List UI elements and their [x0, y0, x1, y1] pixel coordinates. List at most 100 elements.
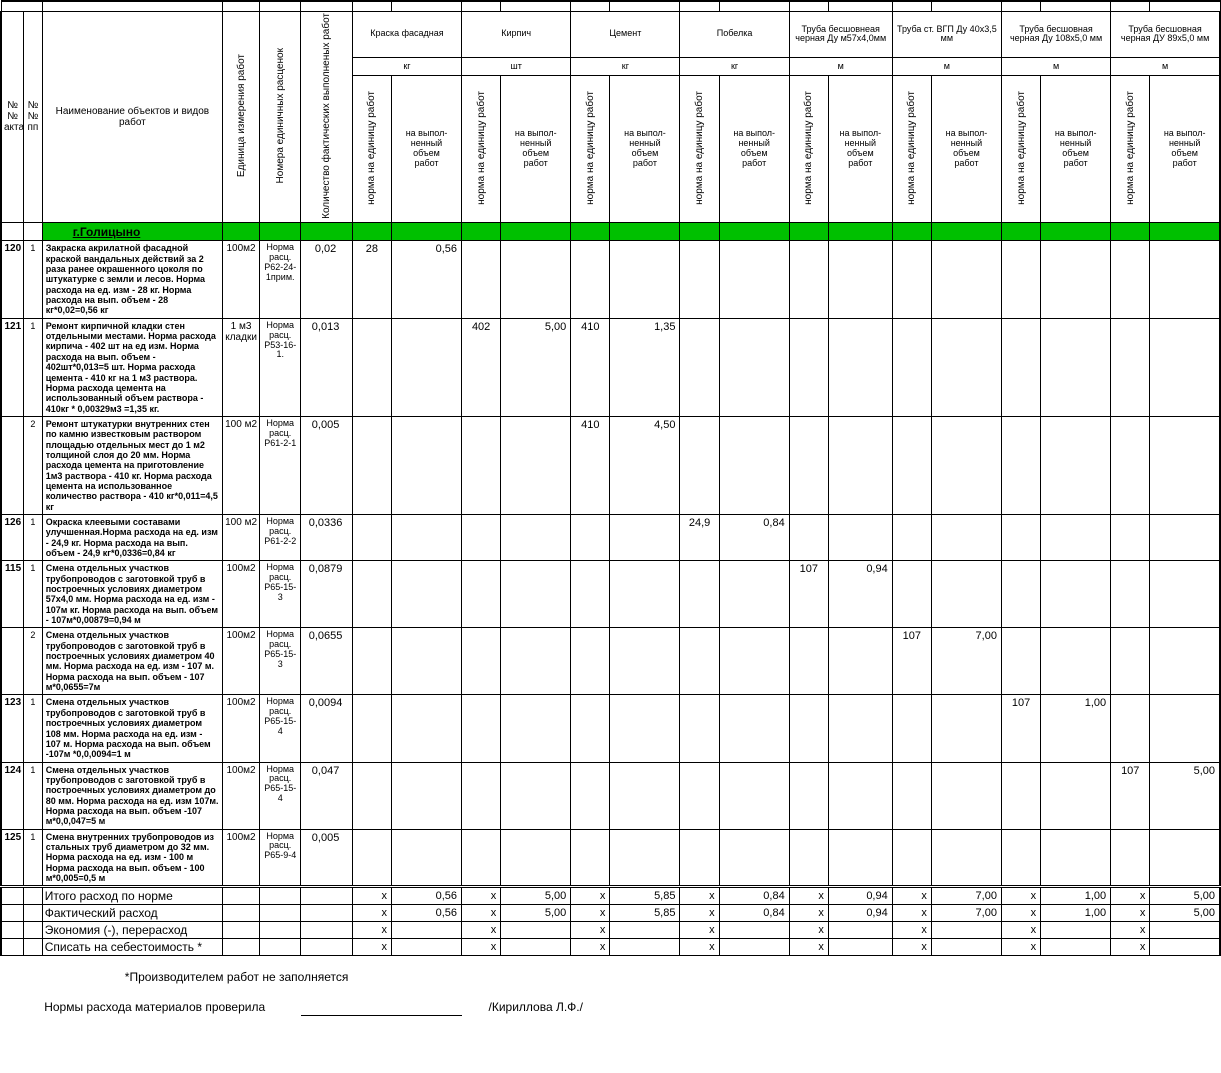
cell-val: 24,9 — [680, 514, 719, 560]
cell-val — [571, 628, 610, 695]
cell-val — [391, 416, 461, 514]
cell-val — [931, 561, 1001, 628]
cell-val — [892, 514, 931, 560]
cell-val — [931, 514, 1001, 560]
cell-val — [571, 762, 610, 829]
header-sub-vol: на выпол-ненныйобъемработ — [1150, 75, 1220, 223]
cell-val — [789, 318, 828, 416]
header-sub-vol: на выпол-ненныйобъемработ — [828, 75, 892, 223]
cell-val — [610, 241, 680, 318]
header-akt: № № акта — [1, 11, 24, 223]
cell-val — [1041, 318, 1111, 416]
cell-val — [1150, 416, 1220, 514]
summary-val: 0,94 — [828, 887, 892, 905]
summary-val: х — [462, 905, 501, 922]
cell-val — [680, 241, 719, 318]
header-sub-norm: норма на единицу работ — [892, 75, 931, 223]
cell-pp: 1 — [24, 241, 43, 318]
cell-val — [1111, 514, 1150, 560]
cell-val — [892, 695, 931, 762]
summary-val: х — [789, 905, 828, 922]
cell-qty: 0,005 — [301, 829, 353, 887]
cell-pp: 1 — [24, 762, 43, 829]
cell-val — [892, 762, 931, 829]
header-mat-0: Краска фасадная — [352, 11, 461, 58]
summary-val: 5,00 — [501, 887, 571, 905]
cell-norm: Нормарасц.Р62-24-1прим. — [260, 241, 301, 318]
summary-row: Фактический расходх0,56х5,00х5,85х0,84х0… — [1, 905, 1220, 922]
section-title: г.Голицыно — [73, 225, 141, 239]
cell-norm: Нормарасц.Р65-9-4 — [260, 829, 301, 887]
cell-val — [1111, 628, 1150, 695]
cell-val — [1001, 561, 1040, 628]
cell-val — [789, 416, 828, 514]
cell-val — [931, 829, 1001, 887]
summary-val: х — [892, 887, 931, 905]
cell-val: 107 — [789, 561, 828, 628]
data-row: 2Смена отдельных участков трубопроводов … — [1, 628, 1220, 695]
cell-val — [892, 561, 931, 628]
summary-val: х — [680, 939, 719, 956]
cell-val — [1041, 514, 1111, 560]
cell-val — [1041, 416, 1111, 514]
cell-desc: Окраска клеевыми составами улучшенная.Но… — [42, 514, 222, 560]
summary-val — [610, 922, 680, 939]
cell-val — [571, 561, 610, 628]
cell-val: 107 — [892, 628, 931, 695]
cell-val: 402 — [462, 318, 501, 416]
cell-val — [1001, 628, 1040, 695]
header-unit-5: м — [892, 58, 1001, 75]
cell-norm: Нормарасц.Р65-15-3 — [260, 628, 301, 695]
cell-val — [828, 241, 892, 318]
cell-val: 0,94 — [828, 561, 892, 628]
cell-val — [352, 829, 391, 887]
summary-label: Итого расход по норме — [42, 887, 222, 905]
cell-val: 1,35 — [610, 318, 680, 416]
cell-val — [610, 762, 680, 829]
cell-akt — [1, 628, 24, 695]
cell-val — [571, 695, 610, 762]
signature-label: Нормы расхода материалов проверила — [42, 998, 301, 1016]
cell-val — [501, 416, 571, 514]
header-sub-norm: норма на единицу работ — [571, 75, 610, 223]
cell-val — [462, 416, 501, 514]
cell-val — [719, 318, 789, 416]
cell-unit: 100м2 — [223, 695, 260, 762]
header-unit-2: кг — [571, 58, 680, 75]
cell-akt: 123 — [1, 695, 24, 762]
cell-empty — [24, 905, 43, 922]
header-sub-vol: на выпол-ненныйобъемработ — [1041, 75, 1111, 223]
summary-val: 1,00 — [1041, 905, 1111, 922]
summary-val: х — [1111, 905, 1150, 922]
cell-qty: 0,02 — [301, 241, 353, 318]
summary-val — [610, 939, 680, 956]
summary-val — [719, 922, 789, 939]
summary-val: х — [892, 939, 931, 956]
cell-unit: 100м2 — [223, 829, 260, 887]
header-sub-norm: норма на единицу работ — [789, 75, 828, 223]
data-row: 2Ремонт штукатурки внутренних стен по ка… — [1, 416, 1220, 514]
cell-val: 28 — [352, 241, 391, 318]
summary-val: х — [571, 939, 610, 956]
cell-val — [571, 241, 610, 318]
header-sub-norm: норма на единицу работ — [1111, 75, 1150, 223]
cell-val — [391, 762, 461, 829]
cell-val — [462, 762, 501, 829]
cell-val — [680, 561, 719, 628]
summary-val: х — [1001, 939, 1040, 956]
cell-val — [1111, 695, 1150, 762]
cell-val — [931, 318, 1001, 416]
summary-val: 7,00 — [931, 905, 1001, 922]
cell-empty — [1, 887, 24, 905]
cell-val — [1150, 241, 1220, 318]
cell-val — [719, 695, 789, 762]
cell-val — [501, 762, 571, 829]
cell-norm: Нормарасц.Р61-2-2 — [260, 514, 301, 560]
cell-val — [931, 416, 1001, 514]
cell-qty: 0,0655 — [301, 628, 353, 695]
cell-akt: 125 — [1, 829, 24, 887]
cell-val — [719, 416, 789, 514]
cell-val — [1001, 241, 1040, 318]
summary-val: 5,00 — [1150, 905, 1220, 922]
header-unit-4: м — [789, 58, 892, 75]
